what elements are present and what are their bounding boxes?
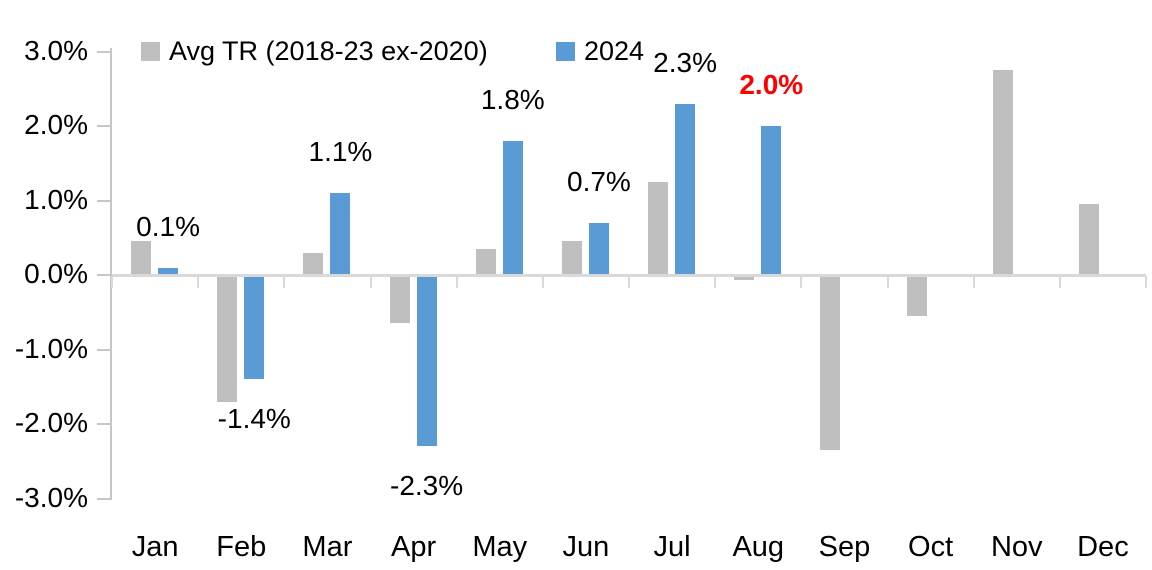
y-axis-line <box>110 48 112 500</box>
x-axis-label-mar: Mar <box>302 531 353 563</box>
bar-2024-jun <box>588 222 609 275</box>
x-axis-line <box>112 273 1146 277</box>
bar-2024-jan <box>158 267 179 275</box>
x-axis-tick <box>800 276 803 288</box>
legend-swatch-2024-icon <box>556 41 575 61</box>
legend-swatch-avg-icon <box>141 41 160 61</box>
x-axis-label-nov: Nov <box>990 531 1043 563</box>
data-label-jun: 0.7% <box>566 165 631 197</box>
bar-avg-jul <box>648 181 669 275</box>
data-label-may: 1.8% <box>480 83 545 115</box>
bar-avg-jan <box>131 241 152 275</box>
bar-2024-feb <box>244 275 265 380</box>
bar-avg-apr <box>389 275 410 324</box>
bar-avg-aug <box>734 275 755 281</box>
y-axis-tick <box>97 125 111 127</box>
x-axis-tick <box>1145 276 1147 288</box>
x-axis-label-sep: Sep <box>818 531 871 563</box>
x-axis-label-may: May <box>472 531 528 563</box>
x-axis-label-aug: Aug <box>732 531 785 563</box>
x-axis-tick <box>714 276 717 288</box>
x-axis-tick <box>111 276 113 288</box>
y-axis-tick <box>97 274 111 276</box>
y-axis-tick-label: 1.0% <box>24 183 88 215</box>
y-axis-tick <box>97 199 111 202</box>
y-axis-tick-label: 0.0% <box>24 258 88 289</box>
x-axis-tick <box>455 276 458 288</box>
y-axis-tick-label: -2.0% <box>14 407 88 438</box>
bar-avg-mar <box>303 252 324 275</box>
bar-2024-aug <box>761 126 782 275</box>
x-axis-tick <box>283 276 286 288</box>
bar-avg-feb <box>217 275 238 402</box>
x-axis-label-apr: Apr <box>391 531 437 563</box>
legend-item-2024: 2024 <box>556 36 644 66</box>
legend-label-2024: 2024 <box>584 35 645 66</box>
data-label-jan: 0.1% <box>136 210 200 242</box>
y-axis-tick <box>97 497 111 500</box>
x-axis-label-jan: Jan <box>131 531 179 563</box>
bar-avg-nov <box>992 70 1013 275</box>
y-axis-tick <box>97 348 111 351</box>
bar-2024-jul <box>675 103 696 275</box>
x-axis-label-dec: Dec <box>1077 531 1129 563</box>
x-axis-label-jul: Jul <box>653 531 691 563</box>
x-axis-tick <box>1058 276 1061 288</box>
y-axis-tick-label: -1.0% <box>14 332 88 364</box>
data-label-jul: 2.3% <box>653 46 717 78</box>
x-axis-tick <box>972 276 975 288</box>
x-axis-tick <box>886 276 889 288</box>
y-axis-tick <box>97 50 111 53</box>
data-label-aug: 2.0% <box>739 69 804 100</box>
x-axis-tick <box>628 276 630 288</box>
bar-avg-sep <box>820 275 841 451</box>
bar-avg-oct <box>906 275 927 316</box>
y-axis-tick <box>97 423 111 425</box>
y-axis-tick-label: -3.0% <box>14 481 88 513</box>
x-axis-tick <box>197 276 200 288</box>
legend-item-avg: Avg TR (2018-23 ex-2020) <box>141 36 488 66</box>
x-axis-tick <box>541 276 544 288</box>
data-label-feb: -1.4% <box>217 403 291 435</box>
data-label-apr: -2.3% <box>390 470 464 502</box>
x-axis-label-jun: Jun <box>562 531 610 563</box>
bar-2024-apr <box>416 275 437 447</box>
bar-avg-jun <box>561 241 582 275</box>
legend-label-avg: Avg TR (2018-23 ex-2020) <box>169 35 488 66</box>
bar-2024-may <box>502 140 523 275</box>
bar-avg-may <box>475 248 496 275</box>
x-axis-tick <box>369 276 372 288</box>
y-axis-tick-label: 2.0% <box>24 109 88 140</box>
data-label-mar: 1.1% <box>308 136 373 168</box>
y-axis-tick-label: 3.0% <box>24 34 88 66</box>
bar-avg-dec <box>1078 204 1099 275</box>
x-axis-label-feb: Feb <box>216 531 267 563</box>
x-axis-label-oct: Oct <box>908 531 954 563</box>
bar-2024-mar <box>330 193 351 275</box>
